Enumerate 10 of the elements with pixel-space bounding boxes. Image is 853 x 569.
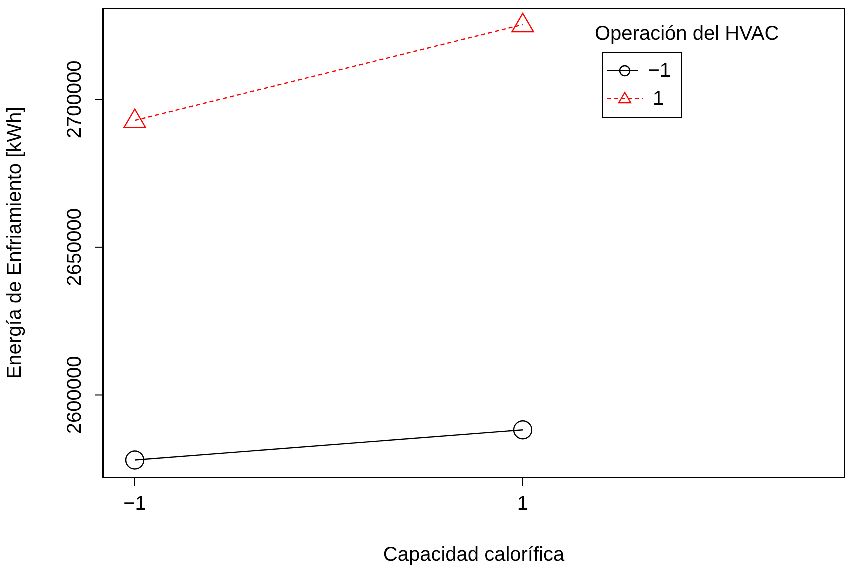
legend-label: −1 — [648, 60, 671, 82]
y-axis-title: Energía de Enfriamiento [kWh] — [4, 106, 26, 380]
y-tick-label: 2600000 — [64, 356, 86, 434]
point — [125, 450, 145, 470]
x-axis-title: Capacidad calorífica — [383, 544, 566, 566]
point — [513, 420, 533, 440]
y-tick-label: 2700000 — [64, 60, 86, 139]
legend-label: 1 — [653, 88, 664, 110]
y-tick-label: 2650000 — [64, 208, 86, 286]
legend-title: Operación del HVAC — [595, 23, 780, 46]
